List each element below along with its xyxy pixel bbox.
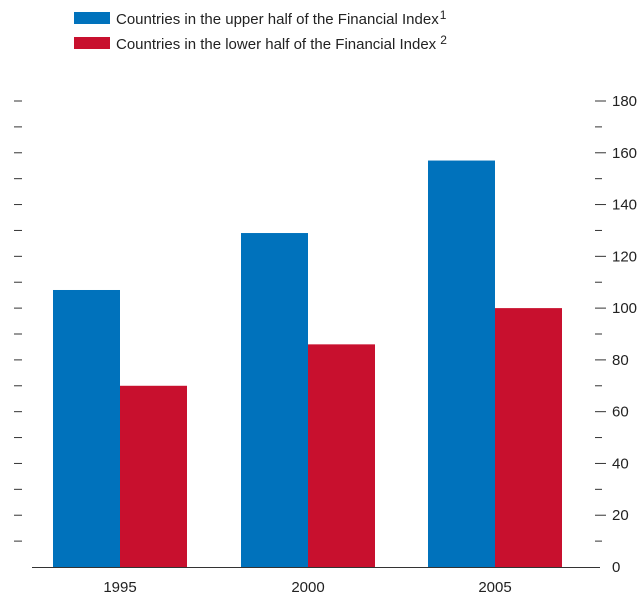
legend: Countries in the upper half of the Finan… <box>74 8 447 53</box>
y-tick-label-80: 80 <box>612 352 629 369</box>
y-tick-label-160: 160 <box>612 145 637 162</box>
y-tick-label-0: 0 <box>612 559 620 576</box>
legend-swatch-1 <box>74 12 110 24</box>
bar-2000-series-2 <box>308 344 375 567</box>
y-tick-label-40: 40 <box>612 455 629 472</box>
bar-2005-series-1 <box>428 160 495 568</box>
legend-footnote-1: 1 <box>440 8 447 22</box>
x-tick-label-2000: 2000 <box>291 579 324 596</box>
x-tick-label-1995: 1995 <box>103 579 136 596</box>
legend-footnote-2: 2 <box>440 33 447 47</box>
bar-2000-series-1 <box>241 233 308 568</box>
bar-2005-series-2 <box>495 308 562 567</box>
y-tick-label-60: 60 <box>612 404 629 421</box>
x-axis: 1995 2000 2005 <box>32 567 600 596</box>
y-tick-label-120: 120 <box>612 248 637 265</box>
right-y-axis: 0 20 40 60 80 100 120 140 160 180 <box>595 93 637 576</box>
y-tick-label-180: 180 <box>612 93 637 110</box>
x-tick-label-2005: 2005 <box>478 579 511 596</box>
bars <box>53 160 562 568</box>
legend-label-2: Countries in the lower half of the Finan… <box>116 33 447 53</box>
y-tick-label-20: 20 <box>612 507 629 524</box>
bar-1995-series-1 <box>53 289 120 567</box>
legend-label-1: Countries in the upper half of the Finan… <box>116 8 447 28</box>
y-tick-label-140: 140 <box>612 197 637 214</box>
left-axis-ticks <box>14 100 22 542</box>
y-tick-label-100: 100 <box>612 300 637 317</box>
legend-swatch-2 <box>74 37 110 49</box>
bar-1995-series-2 <box>120 385 187 567</box>
